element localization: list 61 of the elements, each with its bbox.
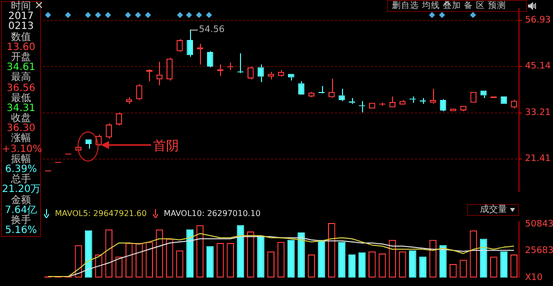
- candlestick: [318, 85, 325, 93]
- text: 金额: [11, 194, 31, 206]
- y-tick-label: 45.14: [525, 62, 552, 72]
- text: 时间: [11, 1, 31, 12]
- text: 涨幅: [10, 133, 32, 144]
- y-tick-label: 25683: [525, 246, 553, 256]
- candlestick: [288, 74, 294, 82]
- annotation: 备: [464, 1, 473, 11]
- candlestick: [186, 29, 193, 58]
- text: 收盘: [11, 113, 31, 124]
- annotation: 叠加: [443, 1, 461, 11]
- candlestick: [480, 90, 487, 99]
- text: MAVOL5: 29647921.60: [55, 209, 147, 218]
- annotation: 区: [476, 1, 485, 11]
- candlestick: [206, 50, 214, 68]
- bar: [186, 229, 194, 278]
- text: 0213: [7, 21, 35, 32]
- bar: [338, 242, 346, 278]
- y-tick-label: 56.93: [525, 16, 551, 26]
- text: 成交量: [467, 204, 519, 216]
- text: 最高: [10, 72, 32, 84]
- bar: [236, 225, 244, 278]
- bar: [409, 250, 416, 278]
- annotation: 预测: [488, 1, 506, 11]
- annotation: 均线: [422, 1, 440, 11]
- bar: [287, 240, 295, 278]
- bar: [257, 236, 264, 278]
- text: 总手: [11, 174, 31, 186]
- candlestick: [258, 64, 264, 83]
- text: 13.60: [6, 42, 36, 53]
- text: 34.31: [6, 102, 36, 114]
- text: 21.20万: [2, 184, 41, 196]
- annotation: 首阴: [153, 138, 179, 155]
- text: 数值: [11, 32, 31, 43]
- text: 开盘: [11, 52, 31, 63]
- text: 5.16%: [4, 225, 38, 236]
- bar: [298, 232, 305, 278]
- text: 36.56: [6, 82, 36, 94]
- candlestick: [440, 98, 446, 112]
- text: MAVOL10: 26297010.10: [164, 209, 261, 218]
- text: 换手: [11, 214, 31, 226]
- y-tick-label: 33.21: [525, 108, 551, 118]
- y-tick-label: X10: [525, 272, 543, 283]
- bar: [318, 240, 326, 278]
- text: 最低: [11, 92, 31, 104]
- bar: [348, 254, 356, 278]
- bar: [500, 251, 508, 278]
- annotation: 删自选: [392, 1, 419, 11]
- y-tick-label: 50843: [525, 220, 553, 230]
- text: 6.39%: [4, 164, 38, 175]
- candlestick: [338, 88, 345, 102]
- y-tick-label: 21.41: [525, 154, 551, 164]
- text: 34.61: [6, 62, 36, 74]
- text: 7.64亿: [4, 204, 38, 216]
- text: 2017: [7, 11, 35, 22]
- bar: [206, 246, 214, 278]
- text: 振幅: [11, 154, 31, 165]
- annotation: 54.56: [198, 24, 225, 35]
- bar: [419, 256, 426, 278]
- bar: [358, 252, 366, 278]
- text: +3.10%: [2, 144, 42, 155]
